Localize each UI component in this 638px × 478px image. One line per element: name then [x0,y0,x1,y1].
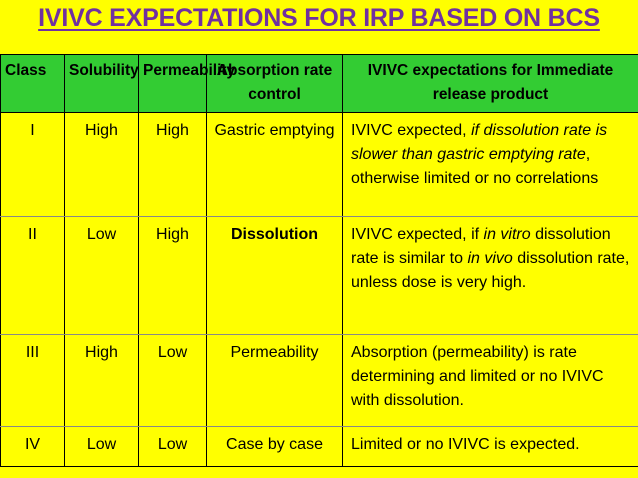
slide-title: IVIVC EXPECTATIONS FOR IRP BASED ON BCS [38,4,600,32]
cell-class: III [0,334,65,427]
cell-permeability: Low [138,426,207,467]
cell-class: II [0,216,65,335]
cell-ivivc: Limited or no IVIVC is expected. [342,426,638,467]
cell-permeability: High [138,216,207,335]
cell-absorption: Gastric emptying [206,112,343,217]
cell-solubility: High [64,112,139,217]
ivivc-text: Absorption (permeability) is rate determ… [351,344,604,409]
header-ivivc-expectations: IVIVC expectations for Immediate release… [342,54,638,113]
cell-solubility: Low [64,426,139,467]
ivivc-text: dissolution rate, unless dose is very hi… [351,250,630,291]
cell-ivivc: Absorption (permeability) is rate determ… [342,334,638,427]
cell-permeability: Low [138,334,207,427]
table-row: I High High Gastric emptying IVIVC expec… [0,112,638,217]
header-absorption-rate-control: Absorption rate control [206,54,343,113]
cell-ivivc: IVIVC expected, if dissolution rate is s… [342,112,638,217]
table-row: II Low High Dissolution IVIVC expected, … [0,216,638,335]
cell-class: I [0,112,65,217]
table-row: IV Low Low Case by case Limited or no IV… [0,426,638,467]
cell-absorption: Dissolution [206,216,343,335]
ivivc-text: IVIVC expected, [351,122,472,139]
cell-solubility: High [64,334,139,427]
ivivc-text: , otherwise limited or no correlations [351,146,599,187]
ivivc-text: dissolution rate is similar to [351,226,611,267]
header-solubility: Solubility [64,54,139,113]
ivivc-italic-text: if dissolution rate is slower than gastr… [351,122,608,163]
bcs-ivivc-table: Class Solubility Permeability Absorption… [0,54,638,467]
table-header-row: Class Solubility Permeability Absorption… [0,54,638,113]
cell-class: IV [0,426,65,467]
header-permeability: Permeability [138,54,235,113]
table-row: III High Low Permeability Absorption (pe… [0,334,638,427]
ivivc-text: Limited or no IVIVC is expected. [351,436,580,453]
cell-solubility: Low [64,216,139,335]
cell-absorption: Permeability [206,334,343,427]
ivivc-italic-text: in vitro [483,226,531,243]
header-class: Class [0,54,65,113]
cell-permeability: High [138,112,207,217]
cell-absorption: Case by case [206,426,343,467]
ivivc-italic-text: in vivo [467,250,513,267]
ivivc-text: IVIVC expected, if [351,226,484,243]
cell-ivivc: IVIVC expected, if in vitro dissolution … [342,216,638,335]
